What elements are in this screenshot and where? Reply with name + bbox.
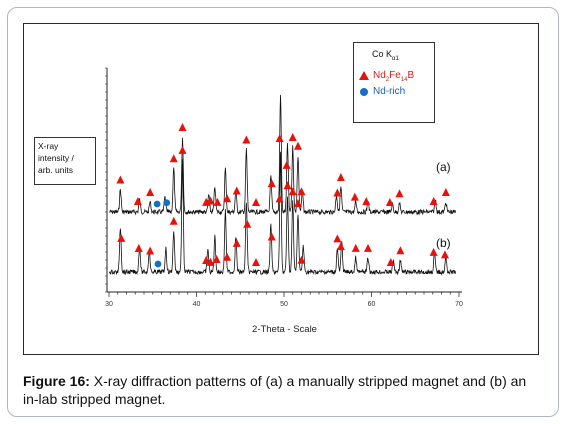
nd2fe14b-peak-marker <box>441 188 450 196</box>
nd2fe14b-peak-marker <box>288 187 297 196</box>
nd2fe14b-peak-marker <box>232 238 241 247</box>
y-axis-label-line: X-ray <box>38 141 59 151</box>
nd2fe14b-peak-marker <box>333 234 342 243</box>
nd2fe14b-peak-marker <box>169 216 178 225</box>
nd2fe14b-peak-marker <box>395 189 404 198</box>
nd2fe14b-peak-marker <box>297 255 306 264</box>
nd2fe14b-peak-marker <box>282 160 291 169</box>
nd2fe14b-peak-marker <box>267 179 276 188</box>
nd2fe14b-peak-marker <box>213 197 222 206</box>
x-tick-label: 40 <box>193 301 201 308</box>
x-tick-label: 60 <box>368 301 376 308</box>
nd2fe14b-peak-marker <box>297 187 306 196</box>
nd2fe14b-peak-marker <box>117 233 126 242</box>
nd-rich-peak-marker <box>153 200 161 208</box>
triangle-marker-icon <box>359 71 369 80</box>
diffraction-trace-a <box>109 94 456 216</box>
nd2fe14b-peak-marker <box>134 243 143 252</box>
nd2fe14b-peak-marker <box>351 243 360 252</box>
caption-label: Figure 16: <box>23 373 90 389</box>
circle-marker-icon <box>360 88 368 96</box>
xrd-chart: 30 40 50 60 70 <box>105 67 463 308</box>
nd2fe14b-peak-marker <box>252 258 260 266</box>
nd2fe14b-peak-marker <box>429 196 438 205</box>
nd2fe14b-peak-marker <box>133 196 142 205</box>
nd2fe14b-peak-marker <box>252 198 260 206</box>
figure-caption: Figure 16: X-ray diffraction patterns of… <box>23 372 543 408</box>
y-axis-label-line: intensity / <box>38 153 74 163</box>
nd2fe14b-peak-marker <box>206 196 215 205</box>
nd2fe14b-peak-marker <box>212 255 221 264</box>
nd2fe14b-peak-marker <box>294 199 302 207</box>
chart-panel: 30 40 50 60 70 <box>23 23 539 355</box>
x-tick-label: 50 <box>280 301 288 308</box>
nd2fe14b-peak-marker <box>146 188 155 196</box>
nd2fe14b-peak-marker <box>146 246 155 255</box>
x-tick-label: 70 <box>455 301 463 308</box>
nd2fe14b-peak-marker <box>267 232 276 241</box>
legend-title: Co Kα1 <box>372 49 399 62</box>
nd2fe14b-peak-marker <box>294 141 302 150</box>
nd2fe14b-peak-marker <box>283 181 292 190</box>
nd2fe14b-peak-marker <box>275 133 284 142</box>
legend-label-nd2fe14b: Nd2Fe14B <box>373 70 415 83</box>
nd2fe14b-peak-marker <box>350 192 359 201</box>
nd2fe14b-peak-marker <box>202 256 211 265</box>
nd2fe14b-peak-marker <box>243 219 252 228</box>
nd2fe14b-peak-marker <box>223 252 232 261</box>
trace-label-a: (a) <box>436 160 451 174</box>
nd2fe14b-peak-marker <box>288 133 297 141</box>
nd2fe14b-peak-marker <box>385 197 394 206</box>
nd2fe14b-peak-marker <box>275 194 284 203</box>
legend: Co Kα1 Nd2Fe14B Nd-rich <box>353 42 435 123</box>
trace-label-b: (b) <box>436 236 451 250</box>
nd2fe14b-peak-marker <box>223 194 232 203</box>
nd-rich-peak-marker <box>154 260 162 268</box>
nd2fe14b-peak-marker <box>429 247 438 256</box>
nd2fe14b-peak-marker <box>364 243 372 252</box>
nd2fe14b-peak-marker <box>169 154 178 163</box>
legend-label-nd-rich: Nd-rich <box>373 86 406 97</box>
nd2fe14b-peak-marker <box>362 197 371 206</box>
diffraction-trace-b <box>109 151 456 276</box>
nd2fe14b-peak-marker <box>441 250 449 259</box>
nd2fe14b-peak-marker <box>242 135 251 144</box>
caption-text: X-ray diffraction patterns of (a) a manu… <box>23 373 527 407</box>
nd2fe14b-peak-marker <box>232 186 241 195</box>
y-axis-label-line: arb. units <box>38 165 73 175</box>
x-axis-label: 2-Theta - Scale <box>252 324 317 335</box>
nd2fe14b-peak-marker <box>206 257 215 266</box>
y-axis-label: X-ray intensity / arb. units <box>34 137 96 185</box>
nd2fe14b-peak-marker <box>336 173 345 181</box>
nd-rich-peak-marker <box>163 199 171 207</box>
nd2fe14b-peak-marker <box>386 257 395 266</box>
nd2fe14b-peak-marker <box>333 188 342 197</box>
x-tick-label: 30 <box>105 301 113 308</box>
nd2fe14b-peak-marker <box>336 242 345 251</box>
nd2fe14b-peak-marker <box>116 175 125 184</box>
nd2fe14b-peak-marker <box>396 246 405 255</box>
nd2fe14b-peak-marker <box>178 123 187 131</box>
nd2fe14b-peak-marker <box>178 145 187 154</box>
